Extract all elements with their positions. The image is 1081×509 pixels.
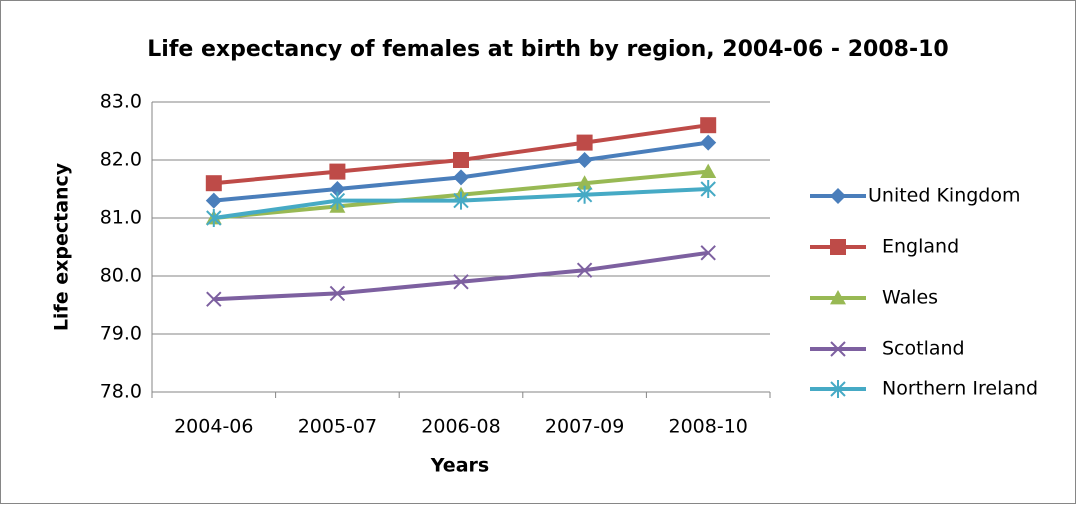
legend-label: Northern Ireland: [882, 378, 1038, 400]
x-tick-label: 2006-08: [421, 416, 500, 438]
marker: [329, 181, 346, 197]
chart-title: Life expectancy of females at birth by r…: [147, 37, 948, 62]
marker: [576, 134, 593, 151]
marker: [830, 380, 846, 398]
marker: [576, 175, 593, 190]
marker: [205, 192, 222, 209]
x-tick-label: 2008-10: [669, 416, 748, 438]
marker: [453, 274, 469, 290]
marker: [453, 152, 469, 168]
x-axis-label: Years: [430, 455, 489, 477]
y-tick-label: 81.0: [100, 207, 142, 229]
marker: [700, 163, 717, 178]
marker: [576, 152, 593, 168]
marker: [830, 290, 846, 305]
marker: [830, 188, 846, 204]
y-axis-label: Life expectancy: [51, 162, 73, 331]
marker: [700, 180, 716, 198]
marker: [329, 285, 346, 302]
y-tick-label: 78.0: [100, 381, 142, 403]
y-tick-label: 80.0: [100, 265, 142, 287]
y-tick-label: 82.0: [100, 149, 142, 171]
marker: [329, 163, 346, 180]
y-tick-label: 79.0: [100, 323, 142, 345]
marker: [830, 239, 846, 255]
marker: [830, 341, 846, 357]
marker: [205, 175, 222, 192]
marker: [453, 191, 469, 210]
marker: [576, 262, 593, 278]
marker: [206, 209, 222, 227]
legend-label: Scotland: [882, 338, 965, 360]
marker: [453, 169, 469, 186]
x-tick-label: 2007-09: [545, 416, 624, 438]
x-tick-label: 2005-07: [298, 416, 377, 438]
marker: [206, 291, 222, 307]
marker: [700, 134, 717, 151]
marker: [329, 191, 346, 210]
legend-label: England: [882, 236, 959, 258]
legend-label: Wales: [882, 287, 938, 309]
marker: [700, 245, 716, 261]
marker: [700, 117, 717, 134]
x-tick-label: 2004-06: [174, 416, 253, 438]
marker: [576, 185, 593, 204]
legend-label: United Kingdom: [868, 185, 1021, 207]
y-tick-label: 83.0: [100, 91, 142, 113]
